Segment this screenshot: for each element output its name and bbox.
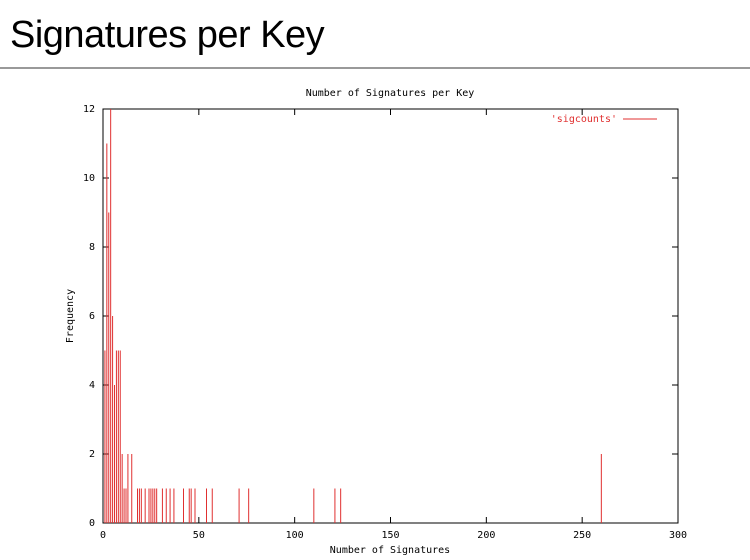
- x-axis-label: Number of Signatures: [330, 545, 450, 556]
- x-tick-label: 100: [286, 530, 304, 541]
- title-rule: [0, 67, 750, 69]
- y-tick-label: 6: [89, 311, 95, 322]
- legend-label: 'sigcounts': [551, 114, 617, 125]
- x-tick-label: 50: [193, 530, 205, 541]
- plot-frame: [102, 108, 679, 524]
- chart-title: Number of Signatures per Key: [306, 88, 475, 99]
- y-tick-label: 12: [83, 104, 95, 115]
- x-tick-label: 0: [100, 530, 106, 541]
- x-tick-label: 300: [669, 530, 687, 541]
- slide-title: Signatures per Key: [10, 14, 325, 56]
- y-tick-label: 10: [83, 173, 95, 184]
- y-axis-label: Frequency: [65, 289, 76, 343]
- y-tick-label: 2: [89, 449, 95, 460]
- x-tick-label: 200: [477, 530, 495, 541]
- x-tick-label: 150: [381, 530, 399, 541]
- y-tick-label: 0: [89, 518, 95, 529]
- x-tick-label: 250: [573, 530, 591, 541]
- y-tick-label: 8: [89, 242, 95, 253]
- y-tick-label: 4: [89, 380, 95, 391]
